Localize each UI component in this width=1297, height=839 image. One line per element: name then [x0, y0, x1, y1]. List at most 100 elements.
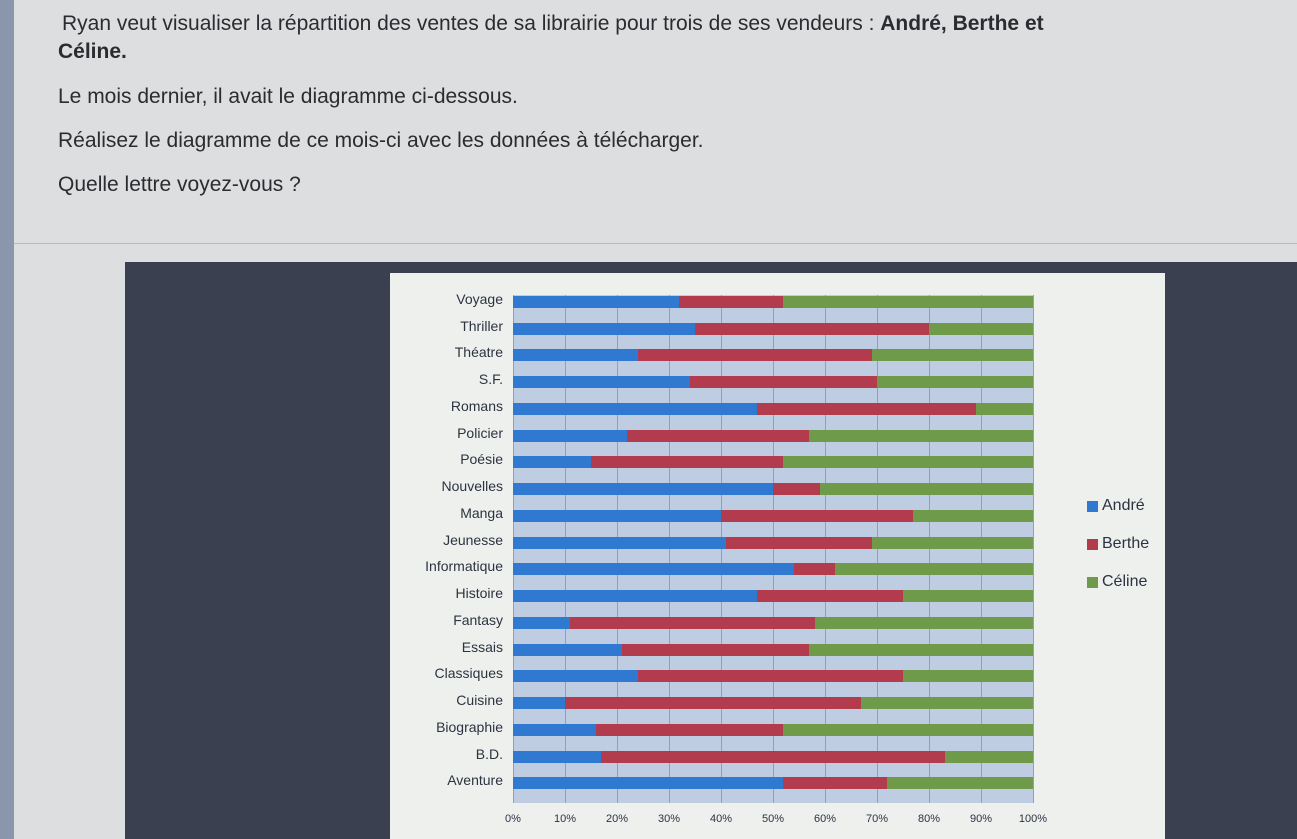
bar-row — [513, 590, 1033, 603]
gridline — [877, 295, 878, 803]
bar-segment-celine — [902, 670, 1033, 683]
bar-segment-andre — [513, 402, 758, 415]
bar-segment-celine — [783, 456, 1033, 469]
bar-segment-celine — [835, 563, 1033, 576]
bar-row — [513, 429, 1033, 442]
category-label: Romans — [450, 397, 503, 414]
bar-segment-celine — [809, 643, 1033, 656]
legend-item-berthe: Berthe — [1087, 535, 1149, 553]
category-label: Informatique — [425, 558, 503, 575]
bar-row — [513, 509, 1033, 522]
bar-row — [513, 322, 1033, 335]
bar-segment-berthe — [565, 697, 862, 710]
x-tick-label: 90% — [969, 813, 993, 825]
gridline — [981, 295, 982, 803]
gridline — [773, 295, 774, 803]
bar-row — [513, 697, 1033, 710]
category-label: Policier — [457, 424, 503, 441]
x-tick-label: 80% — [917, 813, 941, 825]
question-line-5: Quelle lettre voyez-vous ? — [58, 173, 301, 197]
legend-swatch-berthe — [1087, 538, 1098, 550]
bar-segment-berthe — [773, 483, 820, 496]
bar-segment-andre — [513, 429, 628, 442]
bar-segment-celine — [902, 590, 1033, 603]
question-line-1-bold: André, Berthe et — [880, 12, 1044, 35]
bar-segment-celine — [819, 483, 1033, 496]
bar-segment-andre — [513, 750, 602, 763]
bar-row — [513, 670, 1033, 683]
gridline — [825, 295, 826, 803]
x-tick-label: 100% — [1018, 813, 1048, 825]
bar-row — [513, 616, 1033, 629]
bar-row — [513, 777, 1033, 790]
bar-row — [513, 643, 1033, 656]
bar-segment-andre — [513, 509, 721, 522]
bar-segment-berthe — [695, 322, 929, 335]
question-line-1: Ryan veut visualiser la répartition des … — [62, 10, 1297, 38]
legend-label-andre: André — [1102, 497, 1145, 514]
category-label: Thriller — [460, 317, 503, 334]
gridline — [929, 295, 930, 803]
bar-segment-andre — [513, 670, 638, 683]
bar-segment-celine — [783, 296, 1033, 308]
question-line-1-text: Ryan veut visualiser la répartition des … — [62, 12, 881, 35]
bar-row — [513, 750, 1033, 763]
category-label: B.D. — [475, 745, 503, 762]
x-tick-label: 60% — [813, 813, 837, 825]
question-text: Ryan veut visualiser la répartition des … — [58, 10, 1297, 216]
plot-area — [513, 295, 1034, 803]
bar-segment-andre — [513, 456, 591, 469]
legend-label-celine: Céline — [1102, 573, 1148, 590]
bar-segment-andre — [513, 563, 794, 576]
bar-segment-berthe — [622, 643, 810, 656]
legend-item-celine: Céline — [1087, 573, 1149, 591]
legend-item-andre: André — [1087, 497, 1149, 515]
bar-segment-berthe — [601, 750, 945, 763]
gridline — [513, 295, 514, 803]
gridline — [617, 295, 618, 803]
bar-segment-berthe — [591, 456, 784, 469]
chart: Voyage Thriller Théatre S.F. Romans Policier P… — [390, 273, 1165, 839]
question-line-4: Réalisez le diagramme de ce mois-ci avec… — [58, 129, 704, 153]
x-tick-label: 30% — [657, 813, 681, 825]
category-label: Cuisine — [456, 692, 503, 709]
bar-row — [513, 376, 1033, 389]
bar-segment-celine — [944, 750, 1033, 763]
bar-segment-andre — [513, 643, 623, 656]
bar-segment-andre — [513, 616, 571, 629]
bar-segment-andre — [513, 777, 784, 790]
bar-row — [513, 536, 1033, 549]
bar-segment-celine — [871, 536, 1033, 549]
category-label: Nouvelles — [441, 478, 503, 495]
x-tick-label: 20% — [605, 813, 629, 825]
bar-segment-celine — [913, 509, 1033, 522]
legend-swatch-andre — [1087, 500, 1098, 512]
question-line-2: Céline. — [58, 38, 1297, 66]
bar-segment-berthe — [757, 590, 903, 603]
bar-segment-celine — [975, 402, 1033, 415]
bar-segment-berthe — [679, 296, 784, 308]
x-tick-label: 0% — [505, 813, 521, 825]
bar-segment-andre — [513, 590, 758, 603]
category-label: Manga — [460, 504, 503, 521]
bar-row — [513, 563, 1033, 576]
bar-segment-celine — [809, 429, 1033, 442]
category-label: Voyage — [456, 291, 503, 307]
bar-segment-berthe — [793, 563, 836, 576]
bar-segment-berthe — [783, 777, 888, 790]
bar-segment-berthe — [721, 509, 914, 522]
divider — [14, 243, 1297, 244]
legend-swatch-celine — [1087, 576, 1098, 588]
question-line-2-bold: Céline. — [58, 40, 127, 64]
bar-segment-berthe — [757, 402, 976, 415]
category-label: Essais — [461, 638, 503, 655]
bar-segment-celine — [876, 376, 1033, 389]
category-label: Jeunesse — [443, 531, 503, 548]
bar-segment-berthe — [627, 429, 810, 442]
x-tick-label: 50% — [761, 813, 785, 825]
bar-segment-berthe — [570, 616, 815, 629]
bar-row — [513, 456, 1033, 469]
bar-segment-berthe — [689, 376, 877, 389]
bar-segment-andre — [513, 349, 638, 362]
bar-segment-andre — [513, 723, 597, 736]
